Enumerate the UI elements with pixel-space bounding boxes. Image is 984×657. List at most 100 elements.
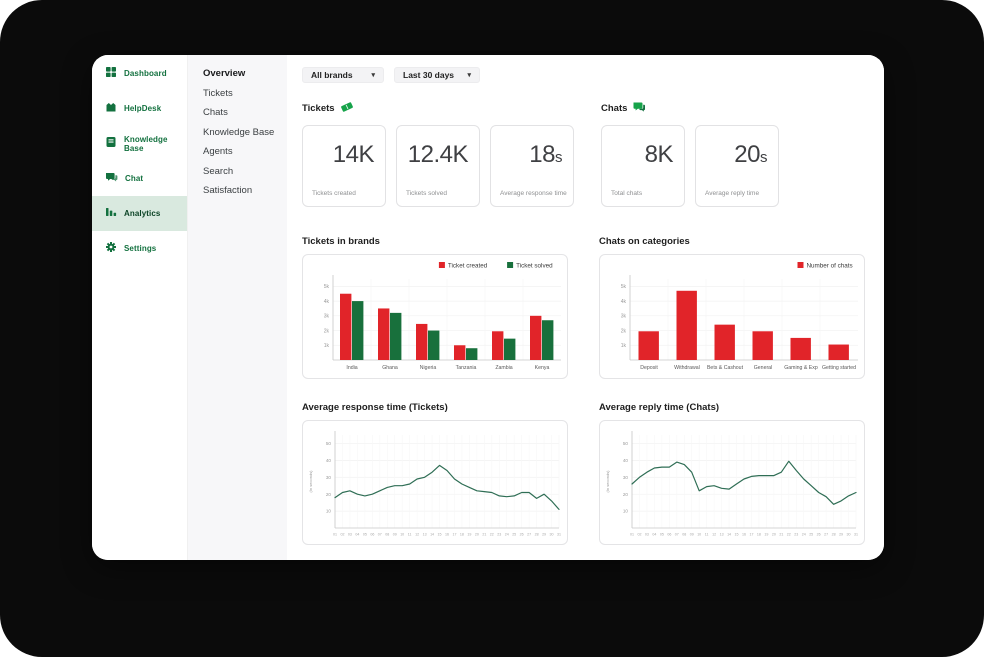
svg-text:03: 03 (645, 533, 649, 537)
tickets-in-brands-chart: 1k 2k 3k 4k 5k India Ghana Nigeria Tanzania Zambi… (302, 254, 568, 379)
sidebar-item-knowledge-base[interactable]: Knowledge Base (92, 126, 187, 161)
subnav-item-chats[interactable]: Chats (203, 107, 228, 119)
kpi-card-tickets-created: 14K Tickets created (302, 125, 386, 207)
sidebar-item-label: Settings (124, 244, 157, 253)
svg-text:30: 30 (847, 533, 851, 537)
subnav-item-tickets[interactable]: Tickets (203, 87, 233, 99)
helpdesk-icon (105, 100, 117, 118)
subnav-item-satisfaction[interactable]: Satisfaction (203, 185, 253, 197)
svg-text:27: 27 (527, 533, 531, 537)
svg-text:23: 23 (497, 533, 501, 537)
svg-text:11: 11 (408, 533, 412, 537)
svg-text:21: 21 (779, 533, 783, 537)
svg-text:2k: 2k (621, 328, 627, 334)
svg-text:4k: 4k (621, 299, 627, 305)
chart-title-chats-on-categories: Chats on categories (599, 236, 690, 247)
svg-text:26: 26 (817, 533, 821, 537)
svg-text:10: 10 (623, 509, 629, 514)
svg-text:17: 17 (452, 533, 456, 537)
svg-text:1k: 1k (324, 343, 330, 349)
sidebar-item-label: Dashboard (124, 69, 167, 78)
svg-text:01: 01 (630, 533, 634, 537)
app-window: Dashboard HelpDesk Knowledge Base Chat Analy… (92, 55, 884, 560)
chat-icon (105, 170, 118, 188)
date-range-dropdown-value: Last 30 days (403, 70, 455, 80)
kpi-value: 18s (529, 141, 562, 168)
sidebar-item-chat[interactable]: Chat (92, 161, 187, 196)
chats-kpi-section: Chats 8K Total chats 20s Average reply time (601, 101, 779, 207)
svg-text:10: 10 (697, 533, 701, 537)
filters-bar: All brands ▾ Last 30 days ▾ (302, 67, 480, 83)
svg-text:14: 14 (727, 533, 731, 537)
svg-text:Ghana: Ghana (382, 365, 398, 371)
svg-text:03: 03 (348, 533, 352, 537)
svg-text:18: 18 (460, 533, 464, 537)
svg-text:28: 28 (535, 533, 539, 537)
svg-text:Ticket created: Ticket created (448, 263, 488, 270)
subnav-item-knowledge-base[interactable]: Knowledge Base (203, 126, 275, 138)
svg-text:31: 31 (854, 533, 858, 537)
svg-text:20: 20 (326, 492, 332, 497)
svg-text:06: 06 (370, 533, 374, 537)
svg-text:20: 20 (623, 492, 629, 497)
svg-text:27: 27 (824, 533, 828, 537)
svg-text:5k: 5k (621, 284, 627, 290)
avg-response-time-chart: 10 20 30 40 50 01 02 03 04 05 06 07 08 09 10 11 12 13 14 15… (302, 420, 568, 545)
svg-text:26: 26 (520, 533, 524, 537)
svg-text:09: 09 (393, 533, 397, 537)
chevron-down-icon: ▾ (371, 72, 375, 79)
svg-text:22: 22 (490, 533, 494, 537)
svg-text:05: 05 (363, 533, 367, 537)
svg-text:5k: 5k (324, 284, 330, 290)
svg-text:16: 16 (742, 533, 746, 537)
svg-text:31: 31 (557, 533, 561, 537)
svg-text:02: 02 (637, 533, 641, 537)
svg-text:10: 10 (400, 533, 404, 537)
date-range-dropdown[interactable]: Last 30 days ▾ (394, 67, 480, 83)
svg-text:28: 28 (832, 533, 836, 537)
kpi-value: 8K (644, 141, 674, 168)
subnav-item-agents[interactable]: Agents (203, 146, 233, 158)
svg-text:(In seconds): (In seconds) (605, 470, 610, 493)
svg-text:50: 50 (326, 441, 332, 446)
kpi-value: 14K (332, 141, 375, 168)
sidebar-item-helpdesk[interactable]: HelpDesk (92, 91, 187, 126)
sidebar-item-settings[interactable]: Settings (92, 231, 187, 266)
kpi-card-row: 14K Tickets created 12.4K Tickets solved 18s… (302, 125, 574, 207)
svg-text:24: 24 (505, 533, 509, 537)
kpi-label: Average response time (500, 190, 567, 197)
kpi-label: Average reply time (705, 190, 760, 197)
subnav-item-overview[interactable]: Overview (203, 68, 246, 80)
kpi-label: Total chats (611, 190, 643, 197)
svg-text:20: 20 (475, 533, 479, 537)
subnav-item-search[interactable]: Search (203, 165, 234, 177)
svg-text:30: 30 (550, 533, 554, 537)
sidebar-item-analytics[interactable]: Analytics (92, 196, 187, 231)
svg-text:40: 40 (326, 458, 332, 463)
sidebar-item-label: Analytics (124, 209, 161, 218)
svg-text:Zambia: Zambia (495, 365, 512, 371)
svg-text:20: 20 (772, 533, 776, 537)
svg-text:2k: 2k (324, 328, 330, 334)
chart-title-tickets-in-brands: Tickets in brands (302, 236, 380, 247)
svg-text:4k: 4k (324, 299, 330, 305)
svg-text:12: 12 (712, 533, 716, 537)
kpi-card-average-response-time: 18s Average response time (490, 125, 574, 207)
kpi-value: 12.4K (407, 141, 469, 168)
brands-dropdown[interactable]: All brands ▾ (302, 67, 384, 83)
sidebar-item-dashboard[interactable]: Dashboard (92, 56, 187, 91)
svg-text:13: 13 (423, 533, 427, 537)
section-title: Tickets (302, 102, 335, 114)
svg-text:Bets & Cashout: Bets & Cashout (707, 365, 744, 371)
svg-text:29: 29 (839, 533, 843, 537)
analytics-icon (105, 205, 117, 223)
svg-text:15: 15 (735, 533, 739, 537)
kpi-card-tickets-solved: 12.4K Tickets solved (396, 125, 480, 207)
svg-text:09: 09 (690, 533, 694, 537)
svg-text:06: 06 (667, 533, 671, 537)
svg-text:13: 13 (720, 533, 724, 537)
svg-text:General: General (754, 365, 772, 371)
svg-text:04: 04 (355, 533, 359, 537)
svg-text:Tanzania: Tanzania (456, 365, 477, 371)
